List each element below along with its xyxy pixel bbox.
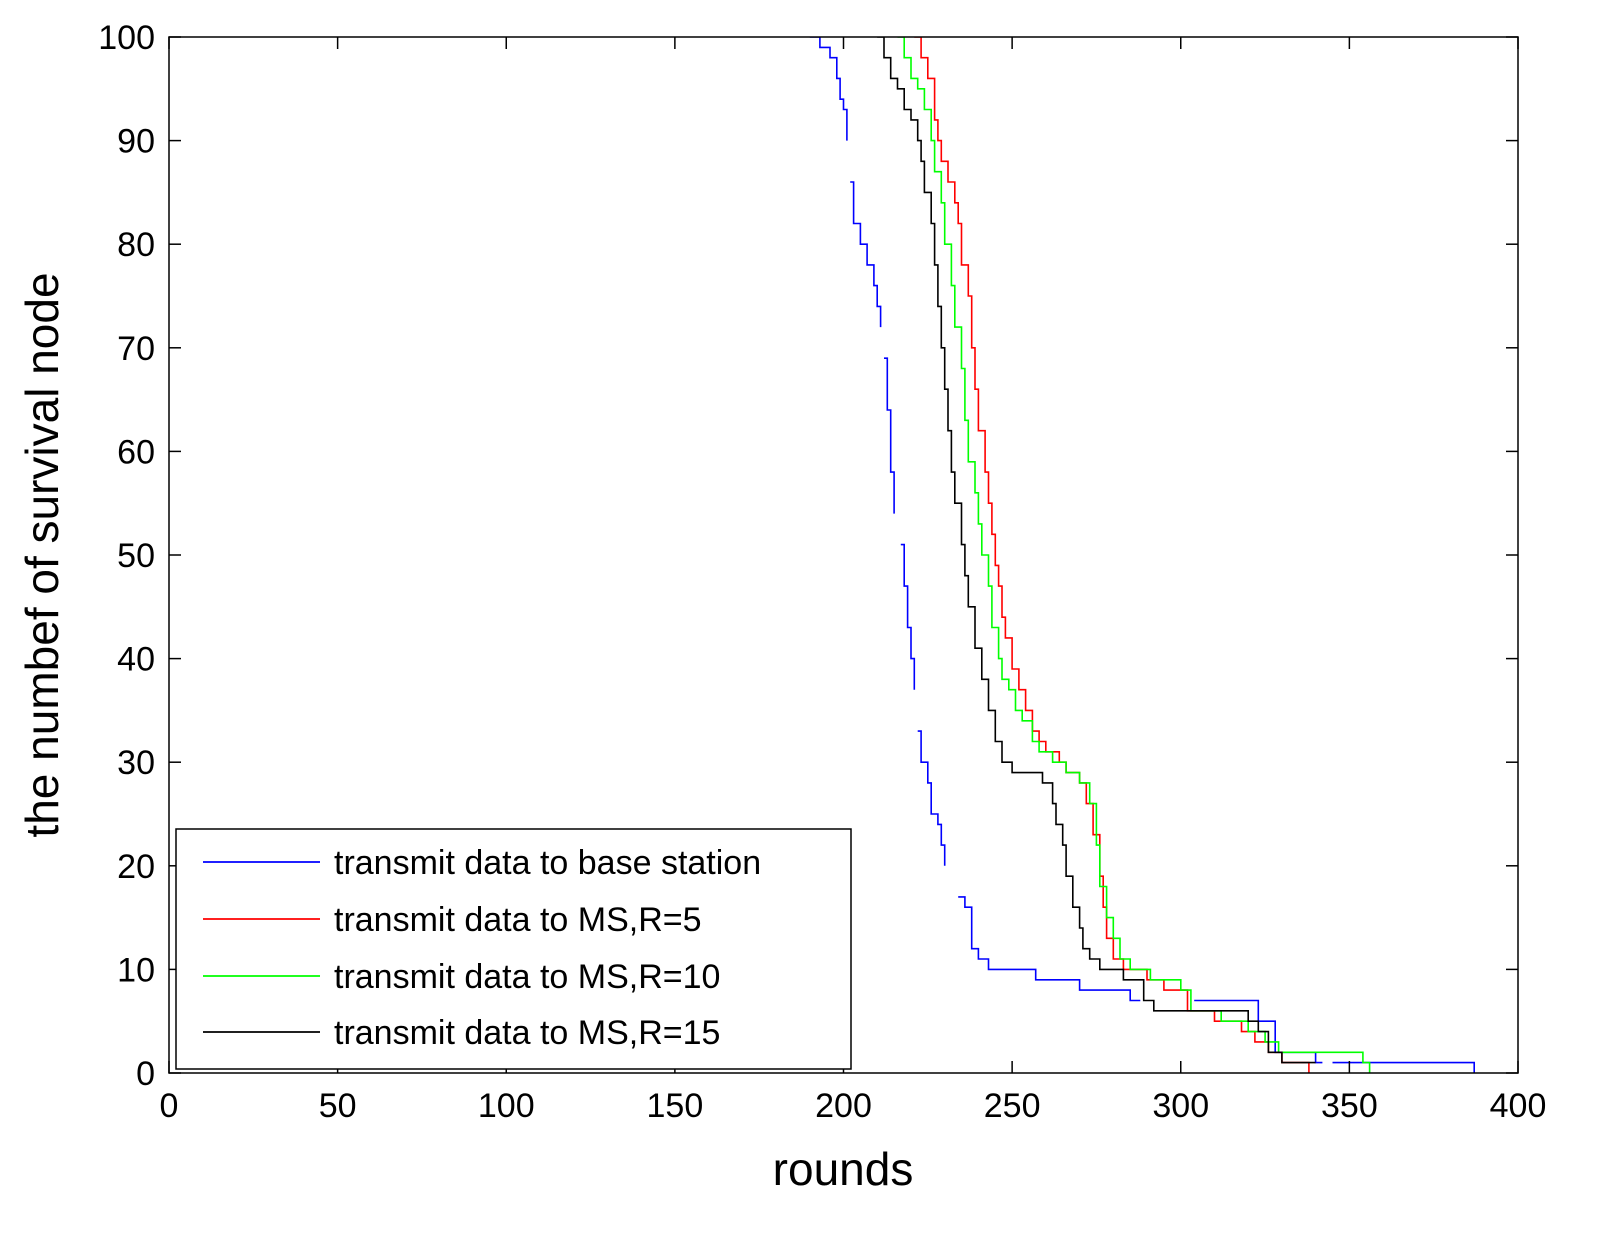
series-2-line: [897, 37, 1371, 1073]
y-tick-label: 0: [136, 1055, 155, 1093]
series-3-line: [877, 37, 1316, 1064]
x-tick-label: 0: [160, 1087, 179, 1125]
x-tick-label: 50: [319, 1087, 357, 1125]
legend-label: transmit data to MS,R=10: [334, 958, 720, 996]
x-tick-label: 100: [478, 1087, 535, 1125]
y-tick-label: 80: [117, 226, 155, 264]
x-tick-label: 350: [1321, 1087, 1378, 1125]
series-0-line: [917, 730, 946, 866]
y-tick-label: 20: [117, 848, 155, 886]
x-tick-label: 200: [815, 1087, 872, 1125]
series-0: [809, 37, 1475, 1073]
y-tick-label: 30: [117, 744, 155, 782]
series-3: [877, 37, 1316, 1064]
y-axis-title: the numbef of survival node: [16, 272, 68, 837]
legend-box: [175, 828, 852, 1070]
series-0-line: [809, 37, 848, 141]
series-1-line: [914, 37, 1310, 1073]
x-axis-title: rounds: [773, 1143, 914, 1195]
y-tick-label: 50: [117, 537, 155, 575]
y-tick-label: 90: [117, 123, 155, 161]
y-tick-label: 60: [117, 433, 155, 471]
series-1: [914, 37, 1310, 1073]
x-tick-label: 400: [1490, 1087, 1547, 1125]
x-tick-label: 150: [647, 1087, 704, 1125]
series-0-line: [958, 896, 1141, 1002]
series-0-line: [850, 181, 882, 328]
series-layer: [809, 37, 1475, 1073]
series-0-line: [1194, 999, 1323, 1064]
y-tick-label: 70: [117, 330, 155, 368]
tick-layer: 0 50 100 150 200 250 300 350 400 0 10 20 30 40 50 60 70 8…: [98, 19, 1546, 1125]
series-0-line: [1332, 1061, 1475, 1073]
y-tick-label: 40: [117, 641, 155, 679]
series-2: [897, 37, 1371, 1073]
y-tick-label: 100: [98, 19, 155, 57]
series-0-line: [900, 543, 916, 690]
legend-label: transmit data to base station: [334, 844, 761, 882]
legend: transmit data to base station transmit da…: [175, 828, 852, 1070]
series-0-line: [884, 357, 895, 514]
legend-items: transmit data to base station transmit da…: [203, 844, 761, 1052]
legend-label: transmit data to MS,R=15: [334, 1014, 720, 1052]
x-tick-label: 300: [1152, 1087, 1209, 1125]
legend-label: transmit data to MS,R=5: [334, 901, 702, 939]
x-tick-label: 250: [984, 1087, 1041, 1125]
y-tick-label: 10: [117, 951, 155, 989]
